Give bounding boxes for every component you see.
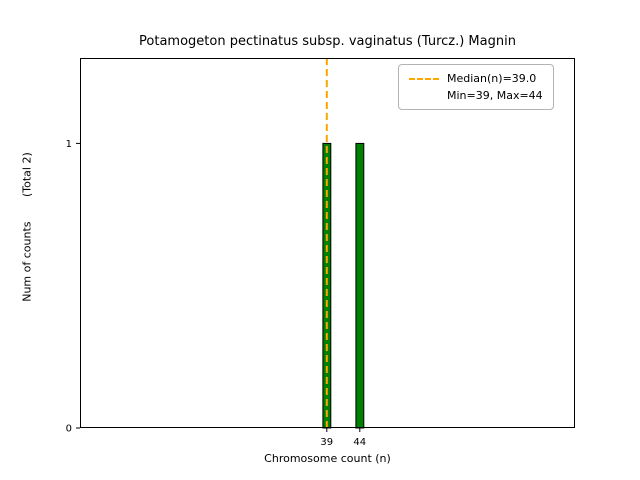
legend-entry-minmax: Min=39, Max=44 [409, 89, 543, 102]
plot-svg: 39 44 0 1 [66, 58, 575, 448]
x-axis-label: Chromosome count (n) [264, 452, 391, 465]
x-tick-label: 44 [353, 437, 366, 448]
legend-label-minmax: Min=39, Max=44 [447, 89, 543, 102]
y-tick-label: 0 [66, 424, 72, 435]
legend: Median(n)=39.0 Min=39, Max=44 [398, 64, 554, 110]
axes-spines [80, 58, 575, 428]
legend-label-median: Median(n)=39.0 [447, 72, 537, 85]
chart-title: Potamogeton pectinatus subsp. vaginatus … [139, 34, 516, 49]
bar-39 [322, 142, 332, 429]
legend-empty-handle [409, 95, 439, 97]
bar-44 [355, 142, 365, 429]
legend-dashed-line-icon [409, 77, 439, 80]
y-tick-label: 1 [66, 139, 72, 150]
plot-area: 39 44 0 1 [66, 58, 575, 448]
legend-entry-median: Median(n)=39.0 [409, 72, 543, 85]
x-tick-label: 39 [320, 437, 333, 448]
y-axis-label: Num of counts (Total 2) [20, 152, 34, 302]
